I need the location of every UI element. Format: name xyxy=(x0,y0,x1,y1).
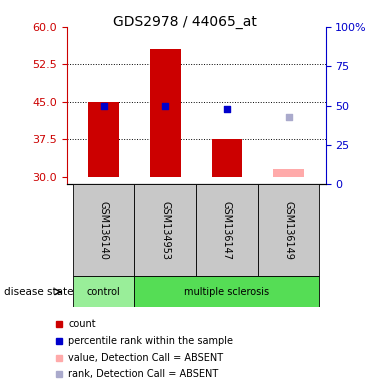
Text: GSM136147: GSM136147 xyxy=(222,201,232,260)
Text: count: count xyxy=(68,319,96,329)
Bar xyxy=(88,102,119,177)
Bar xyxy=(73,184,134,276)
Bar xyxy=(134,184,196,276)
Text: multiple sclerosis: multiple sclerosis xyxy=(184,287,269,297)
Text: GSM134953: GSM134953 xyxy=(160,201,170,260)
Text: GDS2978 / 44065_at: GDS2978 / 44065_at xyxy=(113,15,257,29)
Text: disease state: disease state xyxy=(4,287,73,297)
Text: percentile rank within the sample: percentile rank within the sample xyxy=(68,336,233,346)
Point xyxy=(286,114,292,120)
Point xyxy=(224,106,230,112)
Text: GSM136140: GSM136140 xyxy=(98,201,109,260)
Bar xyxy=(273,169,304,177)
Text: control: control xyxy=(87,287,121,297)
Bar xyxy=(73,276,134,307)
Bar xyxy=(134,276,319,307)
Point xyxy=(101,103,107,109)
Text: value, Detection Call = ABSENT: value, Detection Call = ABSENT xyxy=(68,353,223,362)
Point xyxy=(162,103,168,109)
Bar xyxy=(258,184,319,276)
Bar xyxy=(196,184,258,276)
Bar xyxy=(150,50,181,177)
Bar xyxy=(212,139,242,177)
Text: GSM136149: GSM136149 xyxy=(283,201,294,260)
Text: rank, Detection Call = ABSENT: rank, Detection Call = ABSENT xyxy=(68,369,219,379)
